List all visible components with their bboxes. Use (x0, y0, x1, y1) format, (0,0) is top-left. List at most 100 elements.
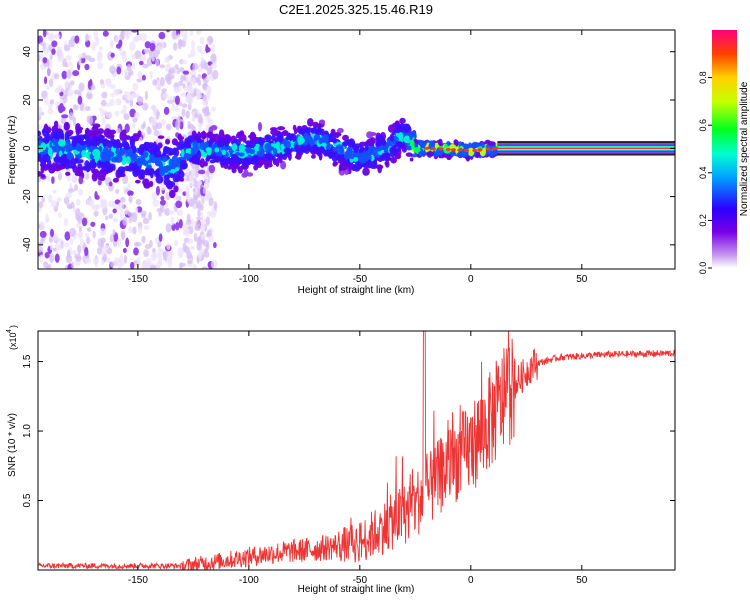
spectrogram-cell (491, 147, 498, 151)
spectrogram-cell (184, 177, 190, 182)
spectrogram-cell (129, 261, 135, 269)
spectrogram-cell (195, 220, 201, 228)
spectrogram-cell (170, 216, 175, 226)
spectrogram-y-label: Frequency (Hz) (7, 116, 18, 185)
spectrogram-cell (265, 152, 271, 158)
spectrogram-cell (353, 156, 359, 162)
spectrogram-cell (276, 147, 281, 154)
spectrogram-cell (318, 151, 323, 161)
spectrogram-cell (56, 164, 64, 171)
spectrogram-cell (271, 155, 276, 162)
spectrogram-cell (128, 226, 133, 234)
spectrogram-cell (168, 189, 176, 199)
spectrogram-cell (211, 106, 216, 112)
spectrogram-cell (159, 199, 167, 206)
spectrogram-cell (118, 39, 123, 47)
spectrogram-cell (58, 243, 62, 251)
spectrogram-cell (100, 201, 106, 210)
spectrogram-cell (192, 195, 199, 204)
spectrogram-cell (203, 251, 210, 258)
spectrogram-cell (52, 189, 57, 194)
spectrogram-cell (337, 159, 343, 164)
spectrogram-cell (69, 80, 75, 86)
spectrogram-cell (487, 141, 496, 146)
spectrogram-cell (205, 75, 210, 81)
spectrogram-cell (190, 147, 196, 156)
spectrogram-cell (477, 148, 483, 152)
spectrogram-cell (97, 138, 106, 144)
spectrogram-cell (153, 144, 159, 149)
spectrogram-cell (166, 252, 173, 261)
spectrogram-cell (142, 63, 149, 69)
spectrogram-cell (366, 159, 373, 169)
spectrogram-cell (44, 96, 49, 106)
spectrogram-cell (271, 134, 276, 142)
spectrogram-cell (100, 135, 105, 140)
spectrogram-cell (84, 246, 89, 257)
spectrogram-cell (369, 137, 376, 145)
spectrogram-cell (128, 190, 134, 196)
spectrogram-cell (84, 257, 92, 264)
spectrogram-cell (191, 115, 196, 122)
spectrogram-cell (193, 134, 199, 140)
spectrogram-cell (467, 147, 475, 157)
spectrogram-cell (362, 167, 370, 176)
spectrogram-cell (93, 210, 99, 217)
spectrogram-cell (343, 150, 350, 160)
spectrogram-cell (184, 140, 191, 149)
spectrogram-cell (424, 146, 430, 150)
snr-scale-exponent: 4 (6, 329, 13, 333)
spectrogram-cell (78, 82, 85, 92)
spectrogram-cell (92, 257, 100, 265)
spectrogram-cell (401, 124, 409, 134)
spectrogram-cell (54, 134, 62, 139)
spectrogram-cell (48, 236, 53, 243)
spectrogram-cell (57, 238, 63, 244)
spectrogram-cell (157, 45, 162, 51)
spectrogram-cell (100, 99, 107, 107)
spectrogram-cell (40, 173, 46, 179)
spectrogram-cell (123, 113, 130, 121)
spectrogram-cell (99, 79, 105, 85)
spectrogram-cell (160, 118, 167, 126)
spectrogram-cell (85, 106, 91, 112)
spectrogram-cell (157, 135, 165, 139)
spectrogram-cell (115, 98, 122, 106)
spectrogram-cell (125, 99, 130, 104)
spectrogram-cell (90, 221, 96, 227)
colorbar: 0.0 0.2 0.4 0.6 0.8 Normalized spectral ampl… (698, 30, 750, 274)
spectrogram-cell (210, 259, 218, 269)
spectrogram-cell (305, 135, 313, 143)
spectrogram-cell (182, 34, 188, 42)
spectrogram-cell (112, 177, 119, 183)
spectrogram-cell (59, 91, 64, 97)
spectrogram-cell (175, 221, 180, 231)
spectrogram-cell (48, 194, 53, 203)
spectrogram-cell (103, 253, 107, 263)
spectrogram-cell (369, 148, 375, 156)
spectrogram-cell (164, 138, 171, 145)
spectrogram-cell (152, 199, 159, 207)
spectrogram-cell (101, 91, 108, 99)
spectrogram-cell (257, 136, 263, 145)
spectrogram-cell (100, 168, 107, 178)
spectrogram-cell (81, 217, 88, 227)
spectrogram-cell (196, 216, 202, 221)
spectrogram-cell (173, 42, 178, 51)
spectrogram-cell (106, 140, 113, 149)
spectrogram-cell (185, 148, 192, 155)
spectrogram-cell (156, 207, 163, 213)
spectrogram-cell (253, 164, 259, 171)
spectrogram-cell (60, 117, 67, 125)
spectrogram-cell (90, 162, 97, 169)
spectrogram-cell (405, 152, 413, 157)
spectrogram-cell (78, 57, 82, 66)
spectrogram-cell (72, 70, 80, 77)
spectrogram-cell (84, 63, 90, 71)
snr-y-ticks: 0.5 1.0 1.5 (22, 354, 675, 507)
spectrogram-cell (164, 56, 170, 63)
spectrogram-cell (332, 137, 338, 144)
spectrogram-cell (129, 41, 136, 52)
spectrogram-cell (117, 237, 122, 247)
spectrogram-cell (338, 147, 345, 156)
